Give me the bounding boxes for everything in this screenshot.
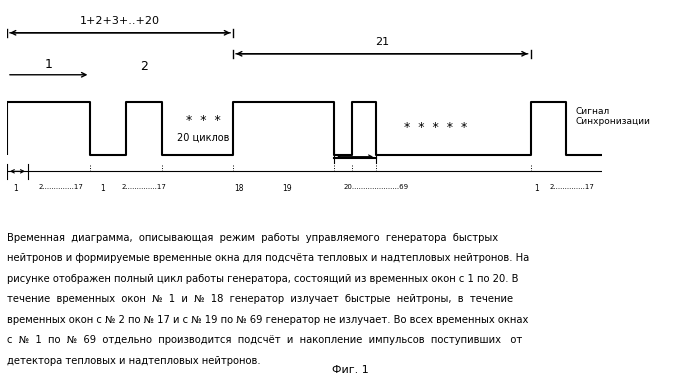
Text: детектора тепловых и надтепловых нейтронов.: детектора тепловых и надтепловых нейтрон… [7,356,260,366]
Text: с  №  1  по  №  69  отдельно  производится  подсчёт  и  накопление  импульсов  п: с № 1 по № 69 отдельно производится подс… [7,335,522,345]
Text: 1: 1 [100,184,104,193]
Text: 20 циклов: 20 циклов [177,133,230,143]
Text: *  *  *: * * * [186,114,220,127]
Text: 1+2+3+..+20: 1+2+3+..+20 [80,16,160,27]
Text: Сигнал
Синхронизации: Сигнал Синхронизации [575,107,650,127]
Text: 21: 21 [374,38,389,48]
Text: 1: 1 [534,184,539,193]
Text: 1: 1 [13,184,18,193]
Text: 18: 18 [234,184,244,193]
Text: течение  временных  окон  №  1  и  №  18  генератор  излучает  быстрые  нейтроны: течение временных окон № 1 и № 18 генера… [7,294,513,304]
Text: 19: 19 [282,184,291,193]
Text: *  *  *  *  *: * * * * * [404,121,467,134]
Text: 2..............17: 2..............17 [38,184,83,190]
Text: 2..............17: 2..............17 [121,184,167,190]
Text: Временная  диаграмма,  описывающая  режим  работы  управляемого  генератора  быс: Временная диаграмма, описывающая режим р… [7,233,498,242]
Text: Фиг. 1: Фиг. 1 [332,366,368,375]
Text: временных окон с № 2 по № 17 и с № 19 по № 69 генератор не излучает. Во всех вре: временных окон с № 2 по № 17 и с № 19 по… [7,315,528,325]
Text: 20.....................69: 20.....................69 [343,184,409,190]
Text: 2..............17: 2..............17 [550,184,595,190]
Text: рисунке отображен полный цикл работы генератора, состоящий из временных окон с 1: рисунке отображен полный цикл работы ген… [7,274,519,283]
Text: 2: 2 [140,60,148,73]
Text: 1: 1 [45,58,52,71]
Text: нейтронов и формируемые временные окна для подсчёта тепловых и надтепловых нейтр: нейтронов и формируемые временные окна д… [7,253,529,263]
